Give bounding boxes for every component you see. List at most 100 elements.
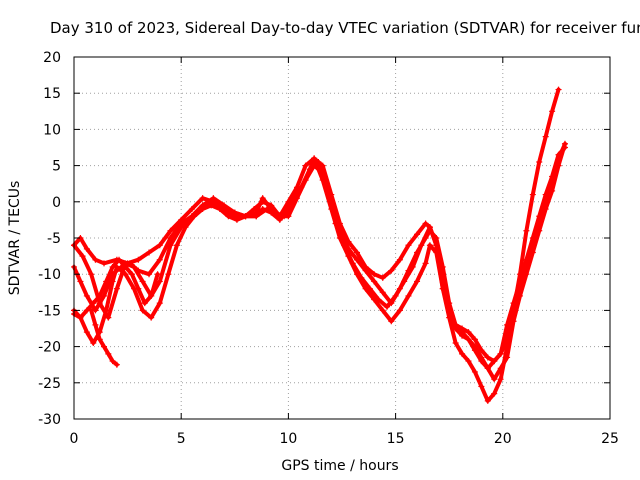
data-point xyxy=(405,242,412,249)
data-point xyxy=(497,376,504,383)
data-point xyxy=(83,245,90,252)
data-point xyxy=(459,350,466,357)
data-point xyxy=(336,235,343,241)
y-tick-label: 10 xyxy=(43,122,61,138)
data-point xyxy=(285,213,292,220)
data-point xyxy=(96,292,103,299)
series-s5 xyxy=(71,256,161,321)
x-tick-label: 5 xyxy=(177,431,186,447)
data-point xyxy=(165,271,172,278)
data-point xyxy=(79,253,86,260)
y-axis-ticks: -30 -25 -20 -15 -10 -5 0 5 10 15 20 xyxy=(38,50,610,428)
data-point xyxy=(523,271,530,278)
y-tick-label: -15 xyxy=(38,303,61,319)
data-point xyxy=(141,300,148,307)
y-tick-label: -20 xyxy=(38,340,61,356)
data-point xyxy=(542,206,549,213)
data-point xyxy=(251,206,258,213)
data-point xyxy=(216,206,223,213)
data-point xyxy=(156,300,163,307)
data-point xyxy=(401,278,408,285)
data-point xyxy=(433,249,440,256)
data-point xyxy=(113,285,120,292)
data-point xyxy=(523,227,530,234)
data-point xyxy=(388,267,395,274)
data-point xyxy=(199,206,206,213)
data-point xyxy=(88,271,95,278)
data-point xyxy=(88,307,95,314)
data-point xyxy=(253,213,260,220)
data-point xyxy=(139,307,146,314)
data-point xyxy=(293,195,300,202)
data-point xyxy=(362,285,369,292)
data-point xyxy=(536,227,543,234)
data-point xyxy=(471,368,478,375)
data-point xyxy=(409,263,416,270)
data-point xyxy=(188,206,195,213)
data-point xyxy=(379,289,386,296)
data-point xyxy=(422,220,429,227)
data-point xyxy=(439,285,446,292)
data-point xyxy=(128,271,135,278)
y-axis-label: SDTVAR / TECUs xyxy=(7,181,23,296)
data-point xyxy=(154,271,161,278)
data-point xyxy=(109,278,116,285)
data-point xyxy=(328,206,335,213)
data-point xyxy=(302,177,309,184)
data-point xyxy=(345,253,352,260)
data-point xyxy=(131,263,138,270)
data-point xyxy=(146,249,153,256)
data-point xyxy=(491,390,498,397)
data-point xyxy=(221,202,228,209)
data-point xyxy=(504,343,511,350)
data-point xyxy=(491,358,498,365)
data-point xyxy=(113,361,120,368)
chart-title: Day 310 of 2023, Sidereal Day-to-day VTE… xyxy=(50,19,640,37)
data-point xyxy=(396,307,403,314)
data-point xyxy=(523,256,530,263)
data-point xyxy=(516,271,523,278)
data-point xyxy=(529,191,536,198)
data-point xyxy=(405,292,412,299)
data-point xyxy=(167,227,174,234)
data-point xyxy=(156,278,163,285)
data-point xyxy=(422,260,429,267)
data-point xyxy=(433,242,440,249)
data-point xyxy=(354,256,361,263)
data-point xyxy=(379,307,386,314)
data-point xyxy=(536,213,543,220)
data-point xyxy=(484,397,491,404)
data-point xyxy=(465,358,472,365)
data-point xyxy=(225,213,232,220)
data-point xyxy=(471,336,478,343)
data-point xyxy=(109,358,116,365)
data-point xyxy=(384,303,391,310)
data-point xyxy=(354,271,361,278)
data-point xyxy=(529,249,536,256)
data-point xyxy=(156,256,163,263)
data-point xyxy=(465,329,472,336)
data-point xyxy=(529,235,536,241)
data-point xyxy=(90,300,97,307)
data-point xyxy=(478,354,485,361)
data-point xyxy=(379,274,386,281)
series-s6 xyxy=(88,307,120,368)
data-point xyxy=(233,216,240,223)
x-axis-label: GPS time / hours xyxy=(281,458,398,474)
data-point xyxy=(426,224,433,231)
series-line xyxy=(72,257,160,320)
data-point xyxy=(210,195,217,202)
x-tick-label: 0 xyxy=(70,431,79,447)
data-point xyxy=(101,343,108,350)
data-point xyxy=(414,278,421,285)
x-tick-label: 25 xyxy=(601,431,619,447)
data-point xyxy=(135,256,142,263)
data-point xyxy=(446,314,453,321)
data-point xyxy=(418,242,425,249)
data-point xyxy=(459,332,466,339)
data-point xyxy=(83,329,90,336)
series-s4 xyxy=(71,86,562,404)
x-axis-ticks: 0 5 10 15 20 25 xyxy=(70,57,619,447)
data-point xyxy=(414,231,421,238)
data-point xyxy=(549,187,556,194)
